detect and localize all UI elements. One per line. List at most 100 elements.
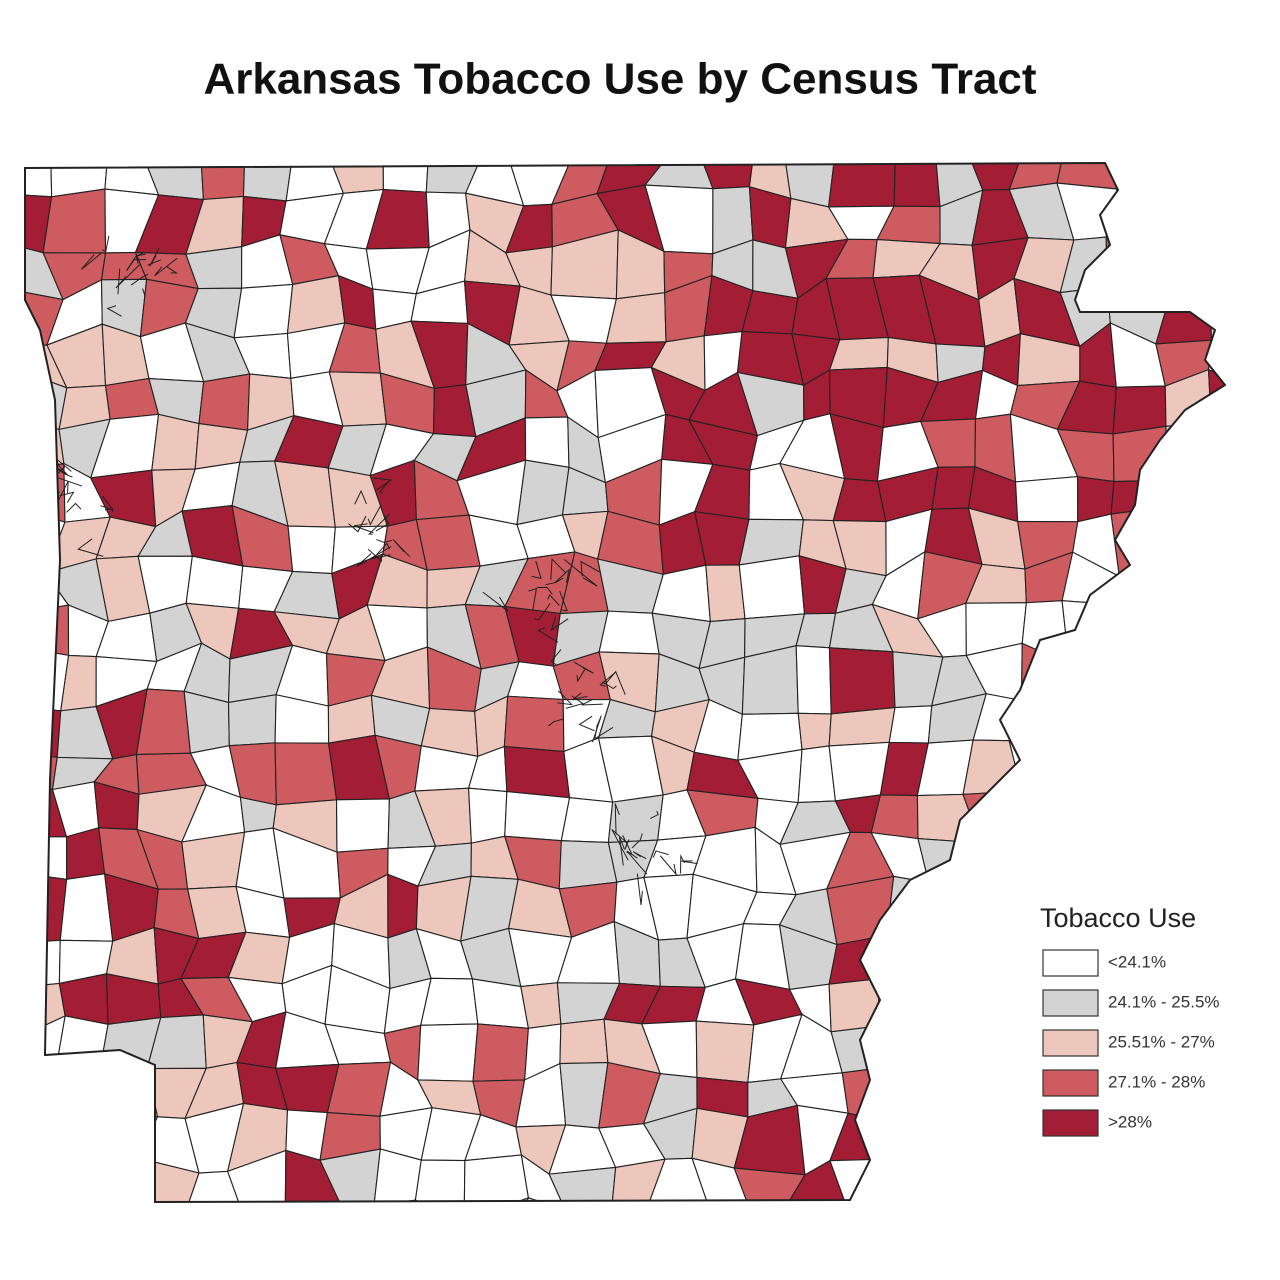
tract	[978, 1061, 1031, 1127]
tract-boundary	[375, 512, 390, 532]
tract-boundary	[545, 577, 564, 586]
tract	[1105, 1261, 1172, 1280]
tract	[599, 1242, 658, 1280]
tract	[137, 1252, 193, 1280]
tract-boundary	[354, 489, 367, 505]
tract	[1100, 695, 1150, 761]
tract-boundary	[102, 235, 110, 253]
tract	[25, 1169, 69, 1202]
tract-boundary	[356, 546, 392, 567]
tract	[1149, 828, 1211, 893]
tract-boundary	[137, 251, 146, 257]
tract	[917, 837, 984, 891]
tract	[967, 924, 1022, 969]
tract	[927, 965, 981, 1030]
tract	[962, 790, 1023, 850]
tract	[25, 508, 66, 574]
tract	[520, 1153, 567, 1202]
tract	[559, 1018, 609, 1065]
tract	[200, 163, 246, 201]
tract-boundary	[35, 466, 51, 487]
tract	[66, 827, 106, 880]
tract	[1156, 505, 1209, 570]
tract	[25, 1075, 59, 1120]
tract	[25, 643, 70, 712]
tract	[1251, 515, 1280, 566]
tract	[1020, 642, 1076, 710]
tract	[25, 1105, 69, 1173]
tract-boundary	[348, 515, 367, 533]
tract	[42, 188, 107, 254]
tract-boundary	[392, 539, 411, 558]
tract	[234, 1241, 288, 1280]
tract	[1111, 647, 1150, 706]
tract-boundary	[482, 591, 509, 612]
tract-boundary	[126, 259, 147, 272]
tract-boundary	[368, 513, 390, 535]
legend: Tobacco Use <24.1% 24.1% - 25.5% 25.51% - …	[1040, 903, 1220, 1137]
tract	[1161, 1217, 1216, 1265]
tract	[797, 712, 832, 751]
tract	[468, 787, 508, 844]
tract-boundary	[353, 523, 374, 534]
tract	[1008, 740, 1072, 795]
legend-swatch	[1042, 1069, 1099, 1097]
tract-boundary	[636, 873, 643, 906]
tract	[1247, 842, 1280, 880]
tract	[752, 1248, 787, 1280]
tract-boundary	[624, 839, 630, 851]
tract	[1255, 438, 1280, 467]
tract	[1240, 689, 1280, 750]
tract-boundary	[602, 681, 617, 690]
tract-boundary	[373, 477, 393, 491]
tract	[738, 555, 806, 620]
tract	[457, 1197, 530, 1202]
tract	[503, 695, 565, 753]
tract-boundary	[367, 548, 382, 563]
tract	[25, 1014, 66, 1082]
tract	[319, 1148, 381, 1202]
tract	[831, 1244, 878, 1280]
tract	[227, 694, 277, 747]
tract-boundary	[547, 594, 560, 606]
tract	[795, 645, 832, 715]
tract	[565, 1210, 611, 1253]
tract-boundary	[659, 855, 677, 877]
tract	[1060, 1244, 1126, 1280]
tract	[1208, 233, 1225, 296]
tract	[827, 163, 896, 208]
tract	[934, 1071, 987, 1119]
tract	[870, 794, 919, 840]
tract-boundary	[149, 247, 160, 267]
tract	[287, 525, 336, 575]
tract	[885, 875, 930, 937]
tract	[782, 163, 837, 208]
tract	[917, 929, 982, 968]
tract	[183, 690, 230, 754]
tract	[878, 929, 930, 980]
tract-boundary	[379, 480, 390, 494]
tract	[1262, 189, 1280, 234]
tract	[278, 1201, 341, 1202]
tract	[927, 1018, 980, 1084]
tract	[979, 842, 1035, 891]
tract	[888, 705, 933, 744]
legend-label: 25.51% - 27%	[1108, 1032, 1215, 1051]
tract-boundary	[59, 491, 75, 503]
tract	[873, 1215, 941, 1256]
tract-boundary	[576, 669, 586, 683]
tract-boundary	[550, 558, 567, 580]
tract	[558, 840, 618, 890]
tract-boundary	[581, 699, 603, 706]
tract	[373, 1199, 430, 1202]
tract	[873, 1244, 924, 1280]
tract	[826, 875, 895, 946]
tract	[151, 1216, 193, 1257]
tract	[1192, 616, 1225, 647]
tract-boundary	[573, 692, 588, 700]
tract	[782, 1206, 847, 1258]
legend-swatch	[1042, 949, 1099, 977]
tract	[560, 797, 614, 843]
tract	[877, 1025, 939, 1084]
